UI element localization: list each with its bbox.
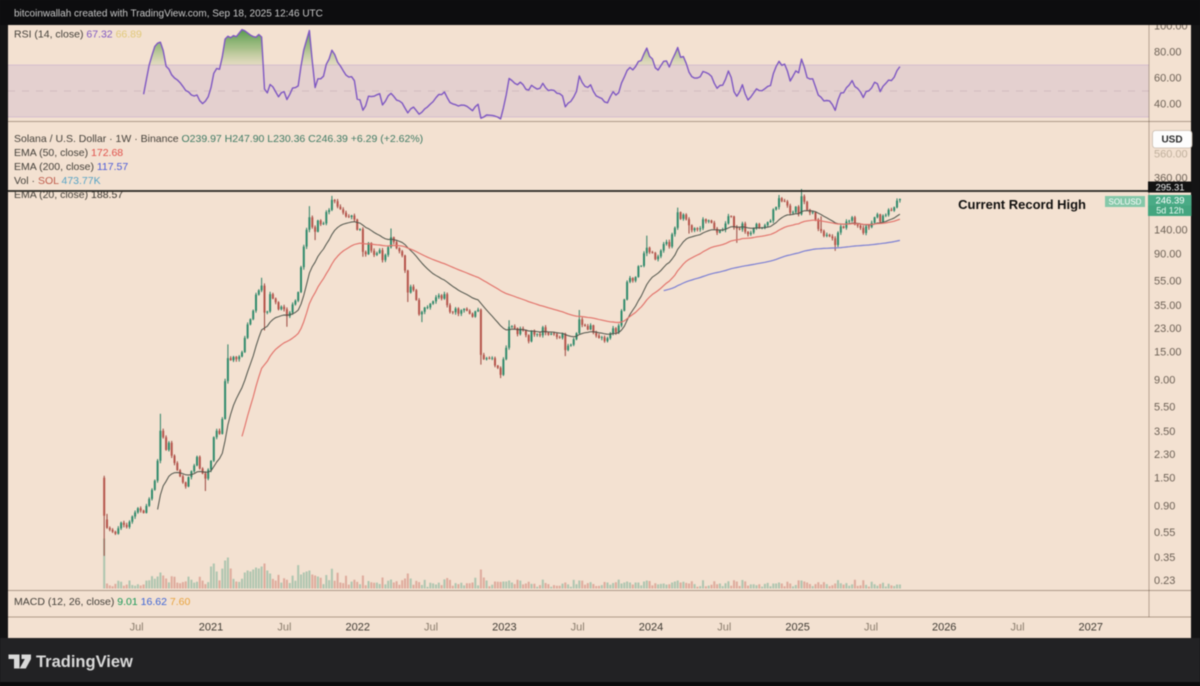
svg-text:2024: 2024 — [639, 622, 663, 634]
svg-text:0.23: 0.23 — [1154, 575, 1175, 587]
svg-text:15.00: 15.00 — [1154, 346, 1182, 358]
svg-text:40.00: 40.00 — [1154, 99, 1182, 111]
svg-text:560.00: 560.00 — [1154, 149, 1188, 161]
svg-text:2023: 2023 — [492, 622, 516, 634]
svg-text:246.39: 246.39 — [1155, 195, 1184, 206]
svg-text:SOLUSD: SOLUSD — [1109, 197, 1142, 206]
svg-text:23.00: 23.00 — [1154, 323, 1182, 335]
svg-text:1.50: 1.50 — [1154, 472, 1175, 484]
svg-text:2022: 2022 — [346, 622, 370, 634]
svg-text:80.00: 80.00 — [1154, 47, 1182, 59]
svg-text:0.90: 0.90 — [1154, 500, 1175, 512]
svg-text:5.50: 5.50 — [1154, 401, 1175, 413]
svg-text:9.00: 9.00 — [1154, 374, 1175, 386]
svg-text:EMA (50, close) 172.68: EMA (50, close) 172.68 — [14, 147, 123, 159]
svg-text:Current Record High: Current Record High — [958, 197, 1086, 212]
svg-text:60.00: 60.00 — [1154, 73, 1182, 85]
svg-text:Jul: Jul — [424, 622, 438, 634]
svg-text:Jul: Jul — [1010, 622, 1024, 634]
svg-text:3.50: 3.50 — [1154, 426, 1175, 438]
svg-text:bitcoinwallah created with Tra: bitcoinwallah created with TradingView.c… — [14, 9, 323, 20]
svg-text:TradingView: TradingView — [36, 653, 133, 671]
svg-text:35.00: 35.00 — [1154, 300, 1182, 312]
svg-text:2026: 2026 — [932, 622, 956, 634]
svg-text:USD: USD — [1161, 135, 1182, 146]
svg-text:EMA (200, close) 117.57: EMA (200, close) 117.57 — [14, 161, 128, 173]
svg-text:EMA (20, close) 188.57: EMA (20, close) 188.57 — [14, 189, 123, 201]
svg-text:Vol · SOL 473.77K: Vol · SOL 473.77K — [14, 175, 101, 187]
svg-text:2025: 2025 — [785, 622, 809, 634]
svg-text:Jul: Jul — [571, 622, 585, 634]
svg-text:55.00: 55.00 — [1154, 275, 1182, 287]
svg-text:0.35: 0.35 — [1154, 552, 1175, 564]
svg-text:295.31: 295.31 — [1155, 182, 1184, 193]
svg-text:RSI (14, close) 67.32 66.89: RSI (14, close) 67.32 66.89 — [14, 29, 142, 41]
svg-text:2.30: 2.30 — [1154, 449, 1175, 461]
svg-text:90.00: 90.00 — [1154, 249, 1182, 261]
svg-text:5d 12h: 5d 12h — [1156, 206, 1184, 216]
svg-text:Jul: Jul — [130, 622, 144, 634]
svg-text:Jul: Jul — [717, 622, 731, 634]
svg-text:Solana / U.S. Dollar · 1W · Bi: Solana / U.S. Dollar · 1W · Binance O239… — [14, 133, 423, 145]
svg-text:2027: 2027 — [1079, 622, 1103, 634]
svg-text:Jul: Jul — [277, 622, 291, 634]
svg-text:0.55: 0.55 — [1154, 527, 1175, 539]
svg-text:2021: 2021 — [199, 622, 223, 634]
svg-text:MACD (12, 26, close) 9.01 16.6: MACD (12, 26, close) 9.01 16.62 7.60 — [14, 596, 190, 608]
svg-text:140.00: 140.00 — [1154, 224, 1188, 236]
svg-text:Jul: Jul — [864, 622, 878, 634]
